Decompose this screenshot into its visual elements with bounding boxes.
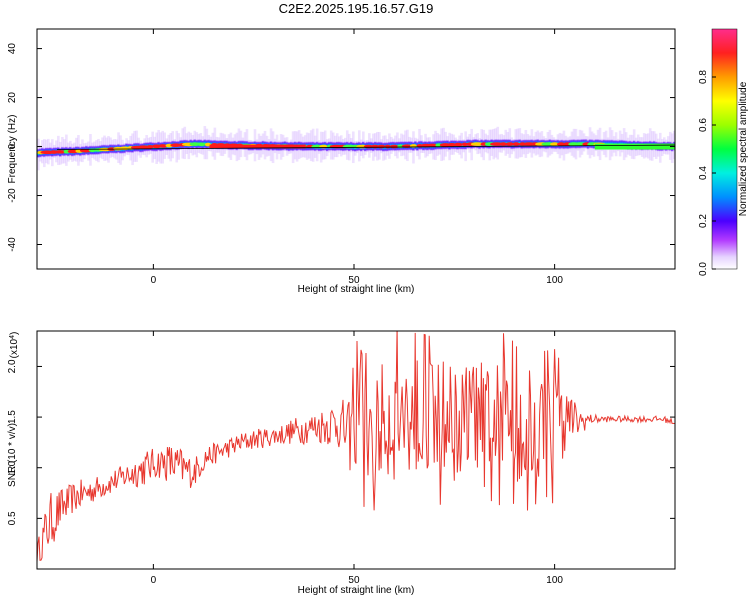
snr-ytick-label: 0.5 bbox=[7, 511, 18, 525]
spectrogram-peak bbox=[550, 142, 560, 146]
snr-ytick-label: 1.0 bbox=[7, 460, 18, 474]
spectrogram-peak bbox=[470, 142, 485, 146]
spectrogram-peak bbox=[377, 144, 386, 149]
spectrogram-peak bbox=[556, 142, 566, 146]
snr-scale-label: (x104) bbox=[9, 332, 21, 359]
spectrogram-ridge bbox=[209, 144, 306, 149]
spectrogram-peak bbox=[453, 142, 463, 147]
spectrogram-ytick-label: 0 bbox=[7, 143, 18, 149]
spectrogram-peak bbox=[170, 143, 182, 147]
snr-xtick-label: 100 bbox=[546, 575, 563, 586]
snr-xtick-label: 50 bbox=[348, 575, 360, 586]
figure-title: C2E2.2025.195.16.57.G19 bbox=[279, 1, 434, 16]
colorbar-tick-label: 0.0 bbox=[698, 262, 709, 276]
spectrogram-tail bbox=[594, 143, 675, 150]
spectrogram-peak bbox=[512, 142, 520, 146]
colorbar-tick-label: 0.8 bbox=[698, 70, 709, 84]
colorbar-gradient bbox=[711, 28, 738, 270]
spectrogram-peak bbox=[499, 142, 508, 146]
snr-frame bbox=[36, 330, 676, 570]
snr-series-line bbox=[37, 331, 675, 563]
spectrogram-xtick-label: 50 bbox=[348, 275, 360, 286]
colorbar-tick-label: 0.6 bbox=[698, 118, 709, 132]
spectrogram-peak bbox=[157, 144, 169, 148]
spectrogram-peak bbox=[197, 142, 206, 147]
snr-xlabel: Height of straight line (km) bbox=[298, 585, 415, 596]
spectrogram-peak bbox=[53, 150, 67, 154]
spectrogram-peak bbox=[204, 142, 211, 147]
spectrogram-xtick-label: 0 bbox=[151, 275, 157, 286]
snr-ylabel: SNR (10 * v/v) bbox=[7, 423, 18, 487]
spectrogram-frame bbox=[36, 28, 676, 270]
colorbar-tick-label: 0.4 bbox=[698, 166, 709, 180]
colorbar-tick-label: 0.2 bbox=[698, 214, 709, 228]
spectrogram-peak bbox=[575, 142, 586, 146]
spectrogram-xtick-label: 100 bbox=[546, 275, 563, 286]
spectrogram-ytick-label: 40 bbox=[7, 43, 18, 55]
spectrogram-xlabel: Height of straight line (km) bbox=[298, 284, 415, 295]
spectrogram-ytick-label: -20 bbox=[7, 188, 18, 203]
spectrogram-ytick-label: 20 bbox=[7, 92, 18, 104]
snr-ytick-label: 1.5 bbox=[7, 410, 18, 424]
colorbar: 0.0 0.2 0.4 0.6 0.8 Normalized spectral ampl… bbox=[698, 28, 749, 276]
snr-xtick-label: 0 bbox=[151, 575, 157, 586]
spectrogram-ytick-label: -40 bbox=[7, 237, 18, 252]
snr-ytick-label: 2.0 bbox=[7, 359, 18, 373]
snr-panel: 0 50 100 0.5 1.0 1.5 2.0 (x104) Height of stra… bbox=[7, 330, 676, 596]
spectrogram-ylabel: Frequency (Hz) bbox=[7, 115, 18, 184]
spectrogram-reference-line bbox=[57, 144, 675, 150]
colorbar-label: Normalized spectral amplitude bbox=[738, 81, 749, 216]
spectrogram-panel: 0 50 100 -40 -20 0 20 40 Height of straight lin… bbox=[7, 28, 676, 295]
spectrogram-peak bbox=[505, 142, 515, 146]
